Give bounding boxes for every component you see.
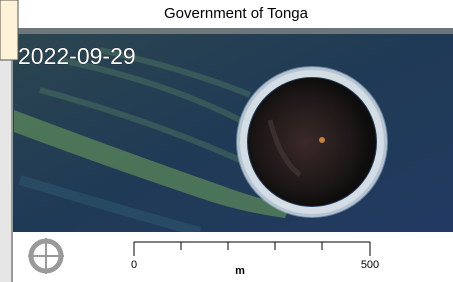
bottom-bar: [13, 232, 453, 282]
panel-border: [11, 28, 13, 282]
map-view: Government of Tonga 2022-09-29 0 m 500: [0, 0, 453, 282]
scale-end: 500: [361, 259, 379, 271]
callout-box: [0, 0, 18, 60]
scale-start: 0: [131, 259, 137, 271]
scale-unit: m: [235, 265, 245, 277]
side-panel: [0, 28, 12, 282]
page: Government of Tonga 2022-09-29 0 m 500 (…: [0, 0, 453, 282]
image-date: 2022-09-29: [18, 43, 136, 69]
header-title: Government of Tonga: [164, 5, 309, 22]
